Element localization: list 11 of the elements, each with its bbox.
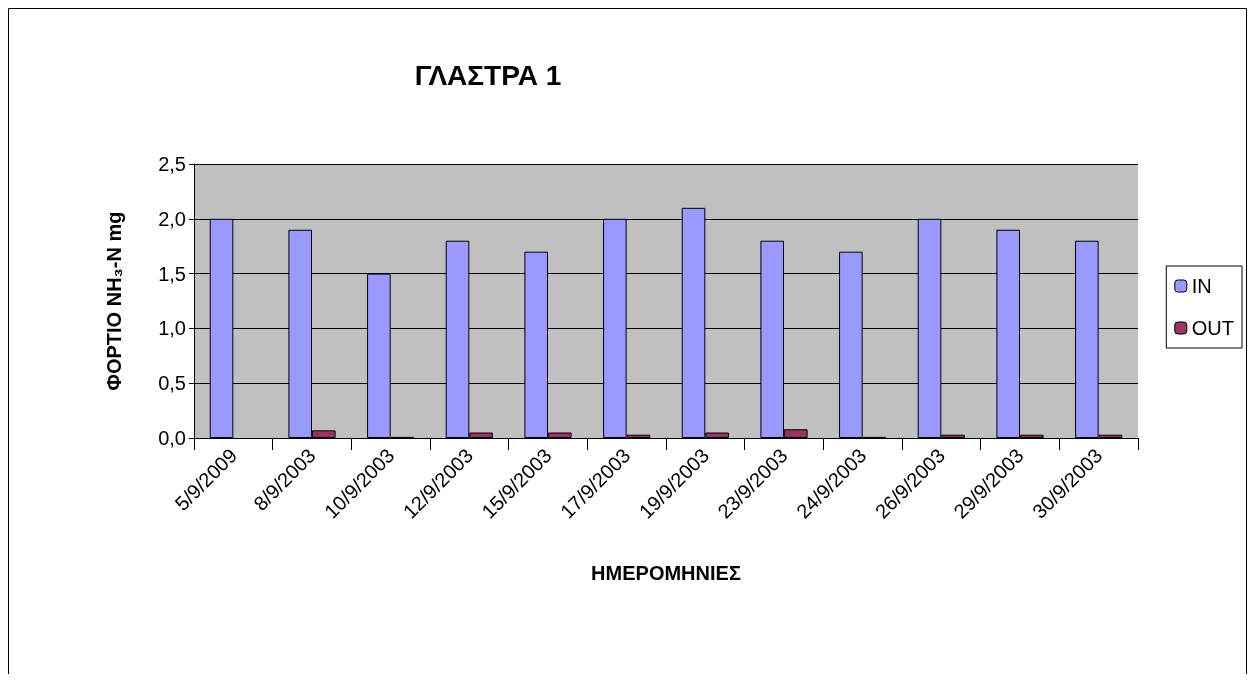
legend-label: OUT xyxy=(1191,317,1234,339)
legend-label: IN xyxy=(1191,275,1212,297)
x-axis-title: ΗΜΕΡΟΜΗΝΙΕΣ xyxy=(591,562,741,584)
y-tick-label: 2,0 xyxy=(158,207,186,230)
y-tick-label: 0,0 xyxy=(158,427,186,449)
y-tick-label: 1,0 xyxy=(158,317,186,340)
y-tick-label: 1,5 xyxy=(158,262,186,285)
chart-title: ΓΛΑΣΤΡΑ 1 xyxy=(414,59,562,91)
y-axis-title: ΦΟΡΤΙΟ NH₃-N mg xyxy=(103,211,125,391)
y-tick-label: 2,5 xyxy=(158,153,186,175)
y-tick-label: 0,5 xyxy=(158,372,186,395)
